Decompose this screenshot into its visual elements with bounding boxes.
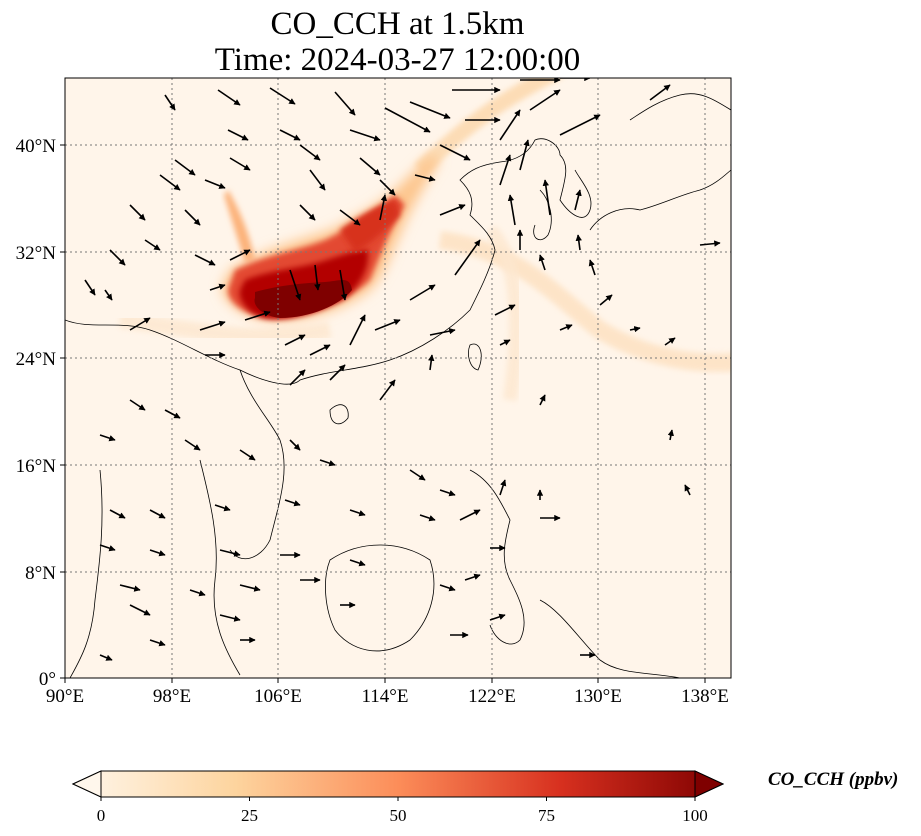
lon-label-138e: 138°E bbox=[681, 686, 729, 707]
gridlines bbox=[65, 78, 731, 678]
coastlines bbox=[65, 93, 731, 678]
axis-ticks bbox=[60, 144, 706, 683]
lat-label-24n: 24°N bbox=[16, 349, 57, 370]
lat-label-32n: 32°N bbox=[16, 243, 57, 264]
lat-label-16n: 16°N bbox=[16, 456, 57, 477]
map-title: CO_CCH at 1.5km bbox=[270, 6, 525, 42]
colorbar-tick-100: 100 bbox=[682, 806, 708, 825]
lon-label-90e: 90°E bbox=[46, 686, 84, 707]
colorbar-label: CO_CCH (ppbv) bbox=[768, 769, 899, 790]
co-concentration-field bbox=[119, 78, 731, 401]
lat-label-0: 0° bbox=[39, 669, 56, 690]
lon-label-122e: 122°E bbox=[468, 686, 516, 707]
colorbar-tick-0: 0 bbox=[96, 806, 106, 825]
lon-label-114e: 114°E bbox=[362, 686, 409, 707]
map-background bbox=[65, 78, 731, 678]
map-frame bbox=[64, 77, 732, 679]
lon-label-106e: 106°E bbox=[254, 686, 302, 707]
lat-label-8n: 8°N bbox=[25, 563, 56, 584]
wind-vectors bbox=[84, 78, 721, 661]
colorbar-tick-25: 25 bbox=[241, 806, 258, 825]
lon-label-130e: 130°E bbox=[574, 686, 622, 707]
colorbar-tick-75: 75 bbox=[538, 806, 555, 825]
map-subtitle-time: Time: 2024-03-27 12:00:00 bbox=[214, 42, 581, 78]
lat-label-40n: 40°N bbox=[16, 136, 57, 157]
colorbar bbox=[71, 770, 725, 801]
lon-label-98e: 98°E bbox=[153, 686, 191, 707]
colorbar-tick-50: 50 bbox=[389, 806, 407, 825]
